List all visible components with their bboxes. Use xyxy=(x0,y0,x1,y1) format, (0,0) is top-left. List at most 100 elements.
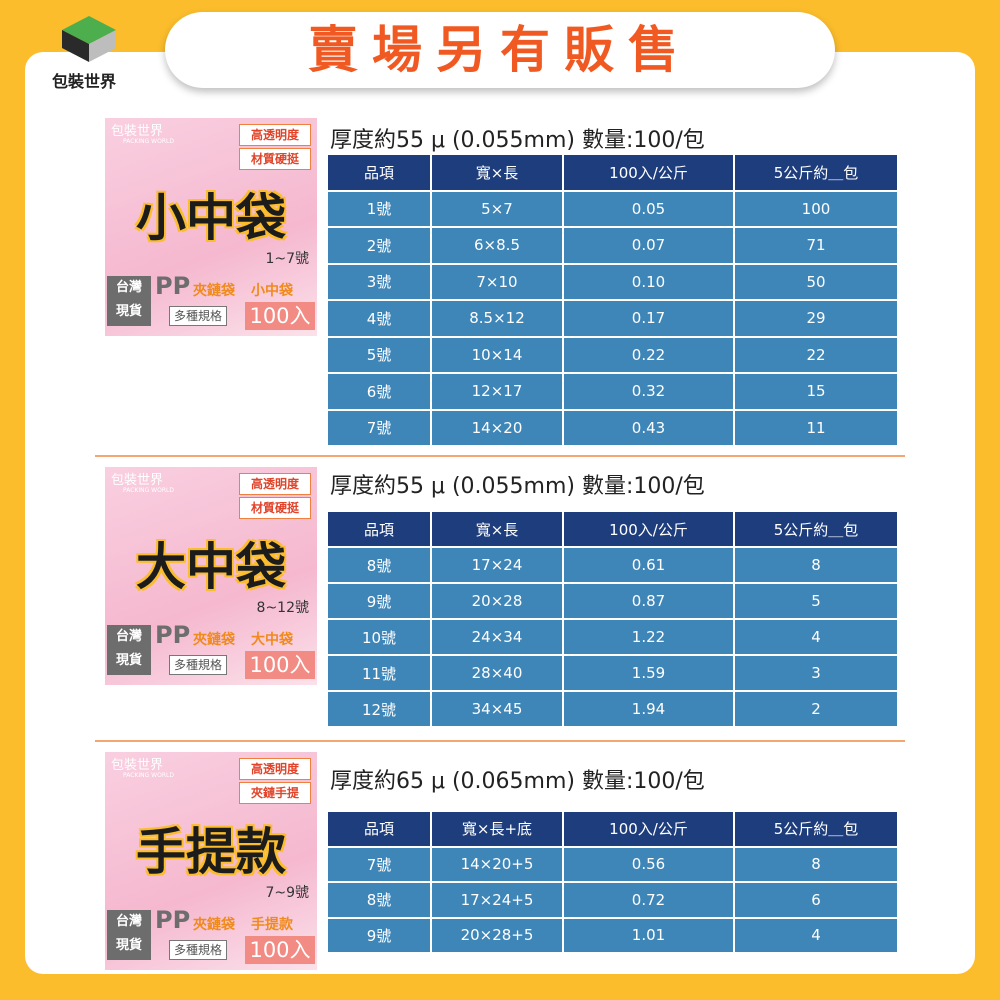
table-cell: 1.59 xyxy=(564,656,733,690)
table-cell: 0.05 xyxy=(564,191,733,226)
tag: 高透明度 xyxy=(239,758,311,780)
table-cell: 3 xyxy=(735,656,897,690)
brand: 包裝世界 xyxy=(111,473,164,488)
table-cell: 14×20+5 xyxy=(432,847,562,881)
product-card: 包裝世界 PACKING WORLD 高透明度 材質硬挺 小中袋 1~7號 台灣 現貨 PP 夾鏈… xyxy=(105,118,317,336)
table-cell: 4 xyxy=(735,620,897,654)
stock-text: 現貨 xyxy=(115,653,142,668)
stock-badge: 台灣 現貨 xyxy=(107,625,151,675)
table-cell: 14×20 xyxy=(432,410,562,445)
table-cell: 0.56 xyxy=(564,847,733,881)
count: 100入 xyxy=(245,651,315,679)
table-cell: 50 xyxy=(735,264,897,299)
material: PP xyxy=(155,621,191,649)
table-row: 7號 14×20 0.43 11 xyxy=(328,410,898,445)
brand-en: PACKING WORLD xyxy=(123,487,174,494)
table-cell: 品項 xyxy=(328,512,430,546)
section-heading: 厚度約65 μ (0.065mm) 數量:100/包 xyxy=(330,769,705,794)
table-cell: 6號 xyxy=(328,374,430,409)
table-cell: 11號 xyxy=(328,656,430,690)
table-cell: 24×34 xyxy=(432,620,562,654)
spec-table: 品項 寬×長 100入/公斤 5公斤約＿包 8號 17×24 0.61 8 9號 20×28 0.8… xyxy=(328,512,898,728)
card-title: 手提款 xyxy=(136,823,286,881)
table-cell: 1號 xyxy=(328,191,430,226)
brand-en: PACKING WORLD xyxy=(123,772,174,779)
bag-kind: 夾鏈袋 xyxy=(193,917,235,933)
table-cell: 8號 xyxy=(328,883,430,917)
table-cell: 寬×長+底 xyxy=(432,812,562,846)
material: PP xyxy=(155,272,191,300)
tag: 材質硬挺 xyxy=(239,148,311,170)
table-cell: 0.87 xyxy=(564,584,733,618)
table-cell: 100 xyxy=(735,191,897,226)
table-cell: 2 xyxy=(735,692,897,726)
section-heading: 厚度約55 μ (0.055mm) 數量:100/包 xyxy=(330,474,705,499)
spec: 多種規格 xyxy=(169,306,228,326)
table-row: 9號 20×28 0.87 5 xyxy=(328,584,898,618)
tag: 高透明度 xyxy=(239,124,311,146)
table-row: 5號 10×14 0.22 22 xyxy=(328,337,898,372)
table-cell: 0.43 xyxy=(564,410,733,445)
card-title: 大中袋 xyxy=(136,538,286,596)
stock-text: 現貨 xyxy=(115,938,142,953)
table-cell: 4 xyxy=(735,918,897,952)
table-cell: 5 xyxy=(735,584,897,618)
table-row: 6號 12×17 0.32 15 xyxy=(328,374,898,409)
table-cell: 15 xyxy=(735,374,897,409)
table-row: 4號 8.5×12 0.17 29 xyxy=(328,301,898,336)
stock-text: 現貨 xyxy=(115,304,142,319)
table-cell: 7號 xyxy=(328,410,430,445)
card-title: 小中袋 xyxy=(136,189,286,247)
stock-badge: 台灣 現貨 xyxy=(107,910,151,960)
table-cell: 寬×長 xyxy=(432,512,562,546)
table-header: 品項 寬×長+底 100入/公斤 5公斤約＿包 xyxy=(328,812,898,846)
table-row: 7號 14×20+5 0.56 8 xyxy=(328,847,898,881)
table-cell: 12×17 xyxy=(432,374,562,409)
table-cell: 8 xyxy=(735,847,897,881)
table-cell: 品項 xyxy=(328,812,430,846)
table-cell: 17×24+5 xyxy=(432,883,562,917)
table-cell: 6 xyxy=(735,883,897,917)
table-cell: 3號 xyxy=(328,264,430,299)
table-cell: 7×10 xyxy=(432,264,562,299)
table-cell: 10號 xyxy=(328,620,430,654)
table-row: 12號 34×45 1.94 2 xyxy=(328,692,898,726)
table-cell: 10×14 xyxy=(432,337,562,372)
table-cell: 8 xyxy=(735,548,897,582)
table-cell: 寬×長 xyxy=(432,155,562,190)
table-cell: 100入/公斤 xyxy=(564,155,733,190)
stock-text: 台灣 xyxy=(115,914,142,929)
table-cell: 11 xyxy=(735,410,897,445)
table-cell: 22 xyxy=(735,337,897,372)
table-cell: 9號 xyxy=(328,584,430,618)
table-row: 9號 20×28+5 1.01 4 xyxy=(328,918,898,952)
table-cell: 2號 xyxy=(328,228,430,263)
divider xyxy=(95,740,905,742)
table-cell: 71 xyxy=(735,228,897,263)
section-heading: 厚度約55 μ (0.055mm) 數量:100/包 xyxy=(330,128,705,153)
material: PP xyxy=(155,906,191,934)
tag: 高透明度 xyxy=(239,473,311,495)
table-cell: 0.07 xyxy=(564,228,733,263)
table-cell: 5公斤約＿包 xyxy=(735,512,897,546)
spec-table: 品項 寬×長 100入/公斤 5公斤約＿包 1號 5×7 0.05 100 2號 6×8.5 0.0… xyxy=(328,155,898,447)
table-cell: 0.32 xyxy=(564,374,733,409)
table-row: 1號 5×7 0.05 100 xyxy=(328,191,898,226)
tag: 材質硬挺 xyxy=(239,497,311,519)
bag-kind: 夾鏈袋 xyxy=(193,632,235,648)
brand: 包裝世界 xyxy=(111,758,164,773)
stock-text: 台灣 xyxy=(115,629,142,644)
table-cell: 34×45 xyxy=(432,692,562,726)
spec: 多種規格 xyxy=(169,655,228,675)
banner: 賣場另有販售 xyxy=(165,12,835,88)
stock-text: 台灣 xyxy=(115,280,142,295)
table-cell: 29 xyxy=(735,301,897,336)
table-cell: 品項 xyxy=(328,155,430,190)
table-cell: 5×7 xyxy=(432,191,562,226)
count: 100入 xyxy=(245,302,315,330)
table-cell: 17×24 xyxy=(432,548,562,582)
table-row: 8號 17×24+5 0.72 6 xyxy=(328,883,898,917)
table-cell: 100入/公斤 xyxy=(564,812,733,846)
spec: 多種規格 xyxy=(169,940,228,960)
size-range: 1~7號 xyxy=(265,251,309,267)
